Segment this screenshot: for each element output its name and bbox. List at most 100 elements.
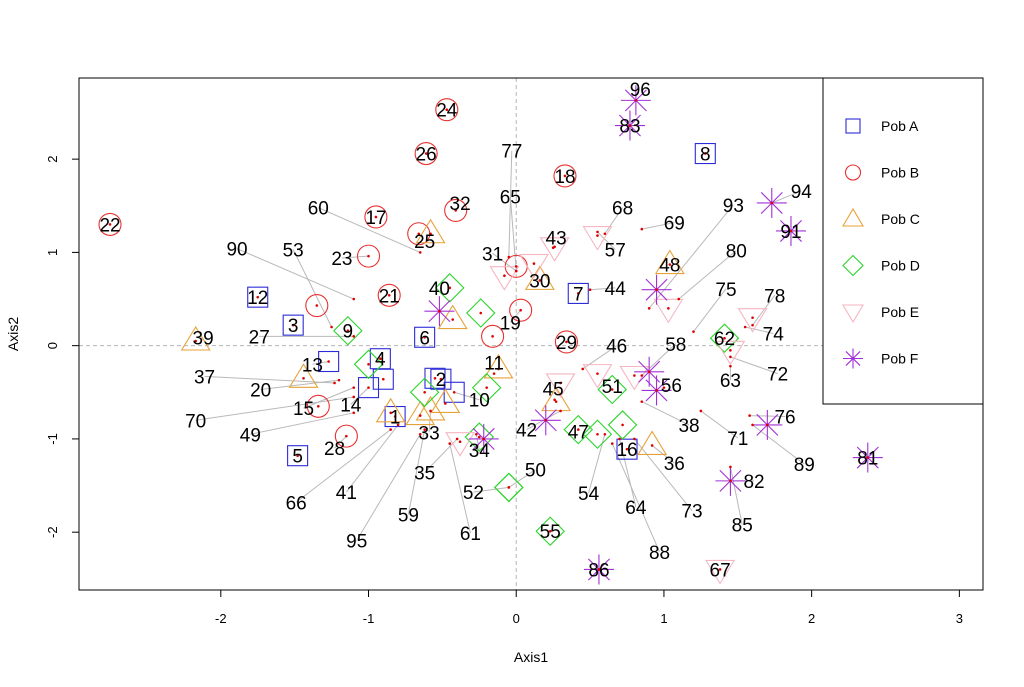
label-connector — [424, 438, 458, 473]
label-connector — [729, 466, 743, 525]
point-center — [302, 376, 305, 380]
point-center — [640, 374, 644, 377]
point-center — [610, 442, 614, 445]
point-center — [418, 414, 422, 417]
point-center — [554, 400, 558, 403]
legend-entry: Pob F — [843, 348, 918, 369]
point-center — [597, 568, 601, 571]
point-center — [433, 376, 437, 380]
point-label: 55 — [540, 522, 561, 543]
label-connector — [693, 288, 727, 332]
point-center — [507, 255, 511, 259]
point-label: 64 — [625, 498, 647, 519]
label-connector — [303, 387, 354, 409]
point-center — [367, 386, 370, 389]
point-label: 2 — [436, 370, 447, 391]
point-label: 24 — [436, 101, 458, 122]
point-center — [866, 456, 870, 459]
point-center — [451, 318, 455, 321]
point-center — [718, 568, 722, 571]
point-center — [668, 263, 672, 266]
point-center — [352, 395, 356, 399]
point-center — [704, 152, 707, 155]
point-center — [729, 364, 732, 368]
legend-entry: Pob C — [842, 207, 920, 227]
point-center — [723, 336, 726, 340]
point-label: 69 — [664, 214, 685, 235]
point-center — [475, 432, 478, 436]
label-connector — [730, 356, 778, 375]
point-marker — [607, 410, 638, 440]
point-center — [345, 434, 348, 438]
point-center — [296, 454, 299, 458]
point-center — [647, 307, 651, 310]
point-label: 88 — [649, 543, 670, 564]
point-center — [640, 227, 644, 231]
point-center — [603, 232, 607, 236]
point-label: 15 — [293, 399, 314, 420]
label-connector — [700, 410, 739, 439]
point-center — [647, 370, 651, 374]
point-marker — [305, 294, 329, 318]
point-center — [729, 349, 732, 352]
point-center — [729, 355, 732, 359]
point-center — [418, 432, 422, 436]
label-connector — [475, 434, 480, 451]
legend-marker — [844, 164, 862, 181]
point-marker — [518, 254, 549, 279]
point-center — [729, 465, 732, 469]
label-connector — [312, 361, 329, 365]
x-tick-label: 3 — [956, 611, 963, 626]
point-center — [337, 378, 341, 382]
point-center — [532, 262, 536, 265]
point-center — [445, 108, 449, 112]
point-center — [423, 390, 426, 394]
point-center — [625, 447, 629, 451]
point-center — [548, 529, 552, 533]
x-tick-label: 1 — [660, 611, 667, 626]
point-marker — [545, 373, 576, 399]
point-label: 35 — [414, 463, 435, 484]
label-connector — [752, 294, 776, 326]
label-connector — [334, 435, 347, 449]
point-center — [503, 274, 506, 278]
point-marker — [415, 218, 446, 244]
point-marker — [483, 353, 514, 379]
point-label: 3 — [288, 316, 299, 337]
point-label: 63 — [720, 371, 741, 392]
point-center — [576, 292, 580, 295]
point-center — [770, 201, 774, 205]
y-tick-label: -1 — [45, 433, 60, 445]
label-connector-lines — [195, 150, 805, 552]
point-center — [194, 339, 197, 343]
point-marker — [489, 266, 520, 291]
legend: Pob A Pob B Pob C Pob D Pob E Pob F — [822, 77, 984, 405]
point-marker — [180, 325, 211, 351]
point-center — [389, 411, 392, 415]
legend-label: Pob F — [881, 351, 918, 367]
point-center — [633, 374, 636, 377]
point-label: 51 — [602, 377, 623, 398]
point-center — [596, 372, 599, 375]
point-center — [479, 311, 483, 315]
point-label: 32 — [450, 194, 471, 215]
point-center — [559, 409, 562, 413]
point-center — [396, 423, 400, 427]
point-marker — [415, 395, 446, 421]
point-marker — [654, 249, 685, 275]
point-label: 67 — [710, 560, 731, 581]
point-marker — [582, 226, 613, 251]
point-center — [650, 444, 654, 447]
label-connector — [509, 309, 522, 323]
point-label: 47 — [568, 422, 589, 443]
point-center — [346, 329, 350, 333]
point-label: 58 — [665, 335, 686, 356]
point-label: 30 — [529, 271, 550, 292]
point-label: 8 — [700, 145, 711, 166]
point-center — [352, 411, 356, 415]
label-connector — [619, 438, 637, 508]
point-center — [367, 363, 370, 366]
point-center — [491, 335, 494, 338]
point-center — [677, 297, 681, 301]
point-center — [544, 418, 548, 422]
